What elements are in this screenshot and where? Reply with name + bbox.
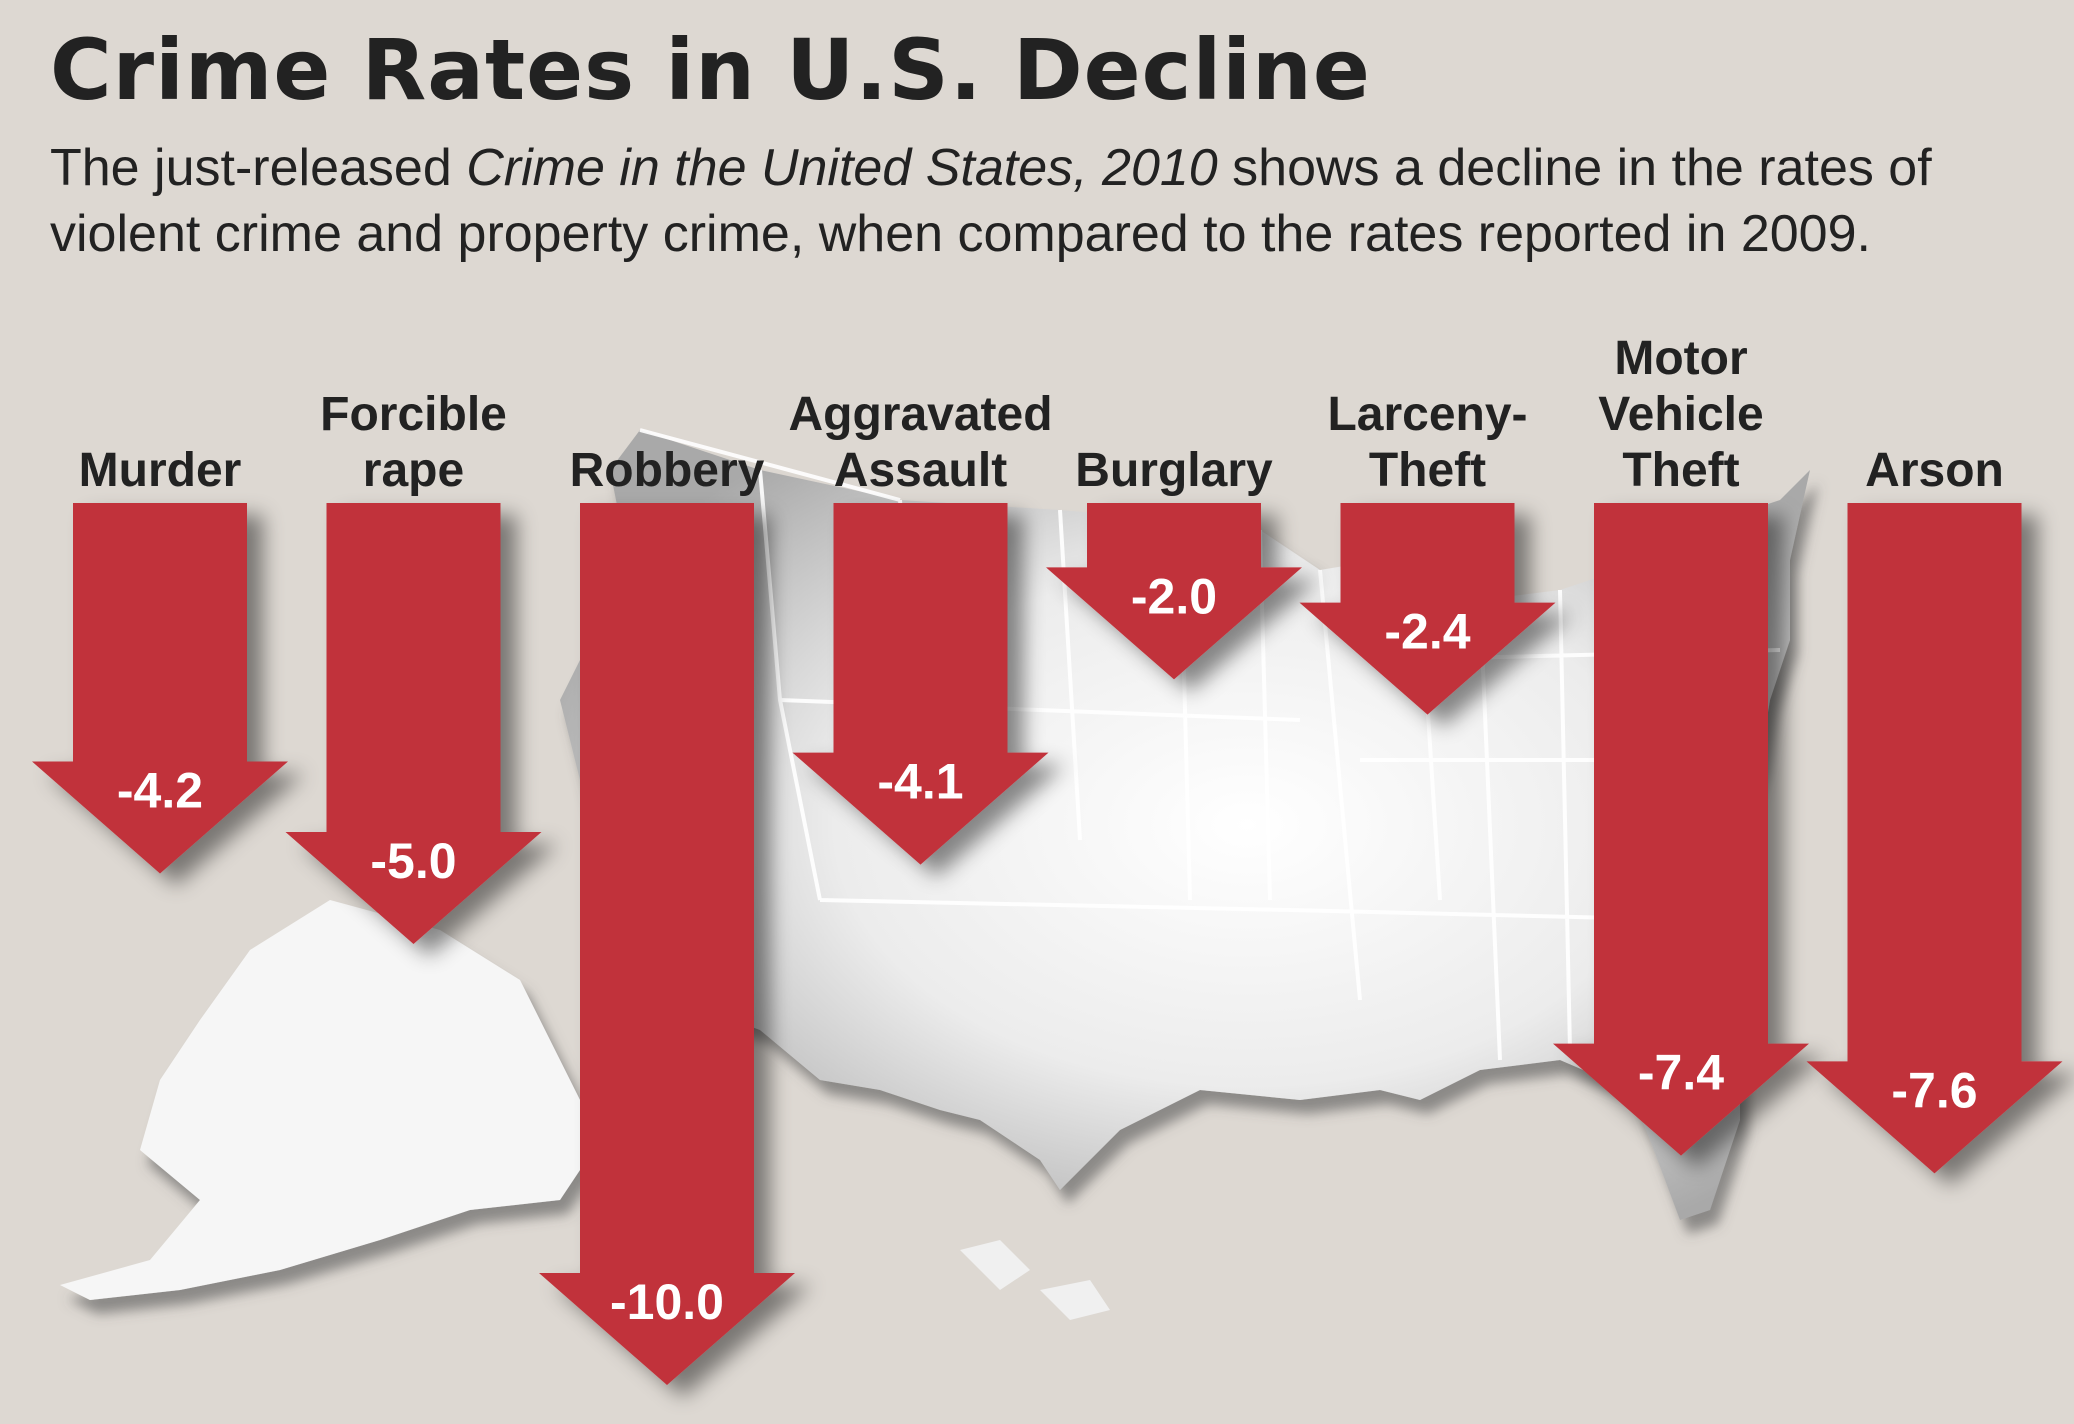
category-label-robbery: Robbery [570,444,765,497]
arrow-bar-aggravated-assault [792,503,1049,865]
value-label-larceny-theft: -2.4 [1384,604,1470,660]
arrow-bar-robbery [539,503,795,1385]
state-borders [639,428,1781,1061]
arrow-bars: -4.2 -5.0 -10.0 -4.1 -2.0 -2.4 -7.4 -7.6 [32,503,2063,1385]
value-label-aggravated-assault: -4.1 [877,754,963,810]
arrow-bar-motor-vehicle-theft [1553,503,1809,1156]
arrow-bar-murder [32,503,288,874]
alaska-shape [60,900,600,1300]
value-label-arson: -7.6 [1891,1062,1977,1118]
value-label-murder: -4.2 [117,762,203,818]
category-label-murder: Murder [79,444,242,497]
arrow-bar-arson [1806,503,2063,1174]
subtitle-report-name: Crime in the United States, 2010 [466,139,1218,197]
subtitle-text-end: shows a decline in the rates of violent … [50,139,1932,263]
category-labels: Murder Forcible rape Robbery Aggravated Assau… [79,332,2004,497]
category-label-aggravated-assault: Aggravated Assault [788,388,1052,497]
hawaii-shape [960,1240,1110,1320]
chart-subtitle: The just-released Crime in the United St… [50,135,2040,267]
chart-title: Crime Rates in U.S. Decline [50,21,1371,119]
category-label-larceny-theft: Larceny-Theft [1327,388,1527,497]
category-label-forcible-rape: Forcible rape [320,388,507,497]
arrow-bar-forcible-rape [285,503,542,944]
subtitle-text-start: The just-released [50,139,467,197]
category-label-burglary: Burglary [1075,444,1273,497]
category-label-arson: Arson [1865,444,2004,497]
value-label-robbery: -10.0 [610,1274,724,1330]
value-label-burglary: -2.0 [1131,568,1217,624]
value-label-forcible-rape: -5.0 [370,833,456,889]
arrow-bar-burglary [1046,503,1302,680]
arrow-bar-larceny-theft [1299,503,1556,715]
value-label-motor-vehicle-theft: -7.4 [1638,1045,1724,1101]
category-label-motor-vehicle-theft: Motor Vehicle Theft [1598,332,1763,497]
